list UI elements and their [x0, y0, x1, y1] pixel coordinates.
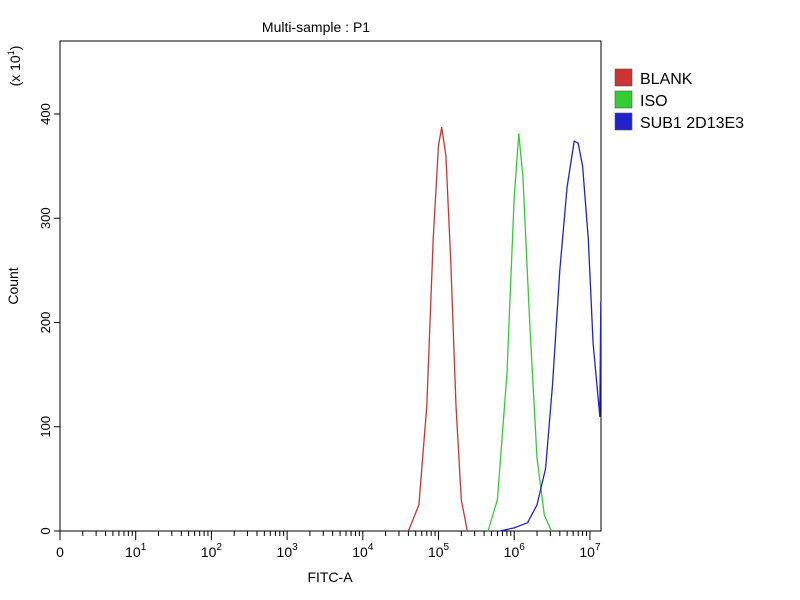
legend-swatch-blank	[614, 68, 633, 87]
legend-label-blank: BLANK	[640, 71, 693, 88]
x-axis: 0 101 102 103 104 105 106 107	[56, 531, 601, 560]
y-multiplier-exp: 1	[6, 50, 16, 55]
legend-label-sub1-2d13e3: SUB1 2D13E3	[640, 115, 744, 132]
y-tick-label: 100	[38, 416, 53, 438]
x-tick-label: 107	[579, 542, 601, 560]
chart-title: Multi-sample : P1	[262, 19, 370, 35]
y-axis-label: Count	[5, 267, 21, 304]
series-lines	[407, 126, 602, 532]
series-line-sub1-2d13e3	[499, 140, 602, 532]
y-axis: 0 100 200 300 400	[38, 103, 60, 535]
plot-area	[59, 40, 602, 532]
y-tick-label: 200	[38, 312, 53, 334]
y-tick-label: 0	[38, 527, 53, 534]
x-tick-label: 105	[428, 542, 450, 560]
y-multiplier-label: (x 101)	[6, 46, 23, 87]
legend-swatch-iso	[614, 90, 633, 109]
plot-frame	[59, 40, 602, 532]
x-tick-label: 103	[277, 542, 299, 560]
x-tick-label: 101	[125, 542, 147, 560]
x-tick-label: 106	[504, 542, 526, 560]
legend: BLANK ISO SUB1 2D13E3	[614, 68, 744, 132]
legend-swatch-sub1-2d13e3	[614, 112, 633, 131]
x-tick-label: 104	[352, 542, 374, 560]
legend-label-iso: ISO	[640, 93, 668, 110]
x-tick-label: 102	[201, 542, 223, 560]
y-tick-label: 400	[38, 103, 53, 125]
y-tick-label: 300	[38, 207, 53, 229]
x-axis-label: FITC-A	[307, 569, 353, 585]
series-line-blank	[407, 126, 468, 532]
x-tick-label: 0	[56, 544, 64, 560]
